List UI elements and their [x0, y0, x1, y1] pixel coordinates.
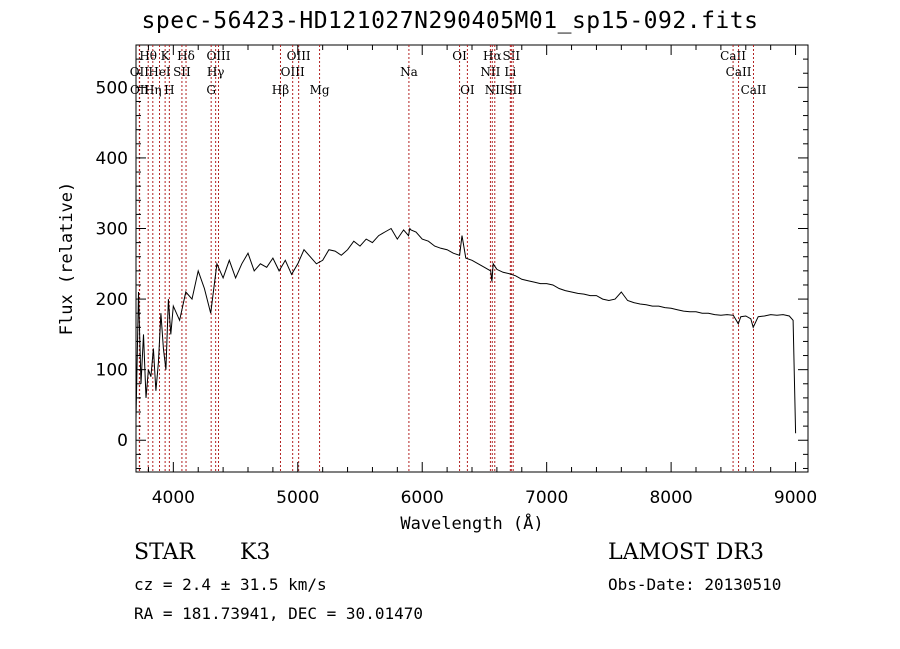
x-tick-label: 7000: [525, 488, 568, 508]
obs-date: Obs-Date: 20130510: [608, 575, 782, 594]
line-label: HeI: [148, 65, 171, 79]
line-label: Hβ: [272, 83, 289, 97]
line-label: CaII: [720, 49, 746, 63]
line-label: NII: [480, 65, 500, 79]
object-class: STAR: [134, 540, 195, 565]
line-label: G: [206, 83, 216, 97]
object-subclass: K3: [240, 540, 271, 565]
x-tick-label: 4000: [152, 488, 195, 508]
spectrum-line: [135, 227, 797, 434]
line-label: K: [161, 49, 171, 63]
x-tick-label: 9000: [774, 488, 817, 508]
line-label: OIII: [206, 49, 230, 63]
x-tick-label: 6000: [401, 488, 444, 508]
line-label: SII: [173, 65, 191, 79]
line-label: H: [164, 83, 174, 97]
line-label: Hδ: [177, 49, 195, 63]
x-tick-label: 5000: [276, 488, 319, 508]
line-label: Li: [504, 65, 516, 79]
line-label: OII: [130, 65, 150, 79]
line-label: Mg: [310, 83, 330, 97]
line-label: SII: [504, 83, 522, 97]
y-axis-label: Flux (relative): [57, 182, 77, 336]
line-label: NII: [485, 83, 505, 97]
line-label: OIII: [287, 49, 311, 63]
coordinates-text: RA = 181.73941, DEC = 30.01470: [134, 604, 423, 623]
line-label: Hα: [483, 49, 502, 63]
line-label: OI: [460, 83, 475, 97]
line-label: Hθ: [139, 49, 157, 63]
line-label: Hη: [144, 83, 162, 97]
y-tick-label: 300: [96, 220, 128, 240]
plot-frame: [135, 44, 809, 473]
y-tick-label: 500: [96, 78, 128, 98]
line-label: OIII: [281, 65, 305, 79]
line-label: SII: [502, 49, 520, 63]
line-label: Hγ: [207, 65, 225, 79]
line-label: OI: [452, 49, 467, 63]
chart-title: spec-56423-HD121027N290405M01_sp15-092.f…: [141, 8, 759, 34]
x-axis-label: Wavelength (Å): [400, 512, 543, 534]
redshift-text: cz = 2.4 ± 31.5 km/s: [134, 575, 327, 594]
x-tick-label: 8000: [649, 488, 692, 508]
y-tick-label: 400: [96, 149, 128, 169]
y-tick-label: 200: [96, 290, 128, 310]
line-label: OII: [130, 83, 150, 97]
survey-name: LAMOST DR3: [608, 540, 764, 565]
y-tick-label: 100: [96, 361, 128, 381]
line-label: CaII: [741, 83, 767, 97]
line-label: CaII: [726, 65, 752, 79]
line-label: Na: [400, 65, 418, 79]
y-tick-label: 0: [117, 431, 128, 451]
